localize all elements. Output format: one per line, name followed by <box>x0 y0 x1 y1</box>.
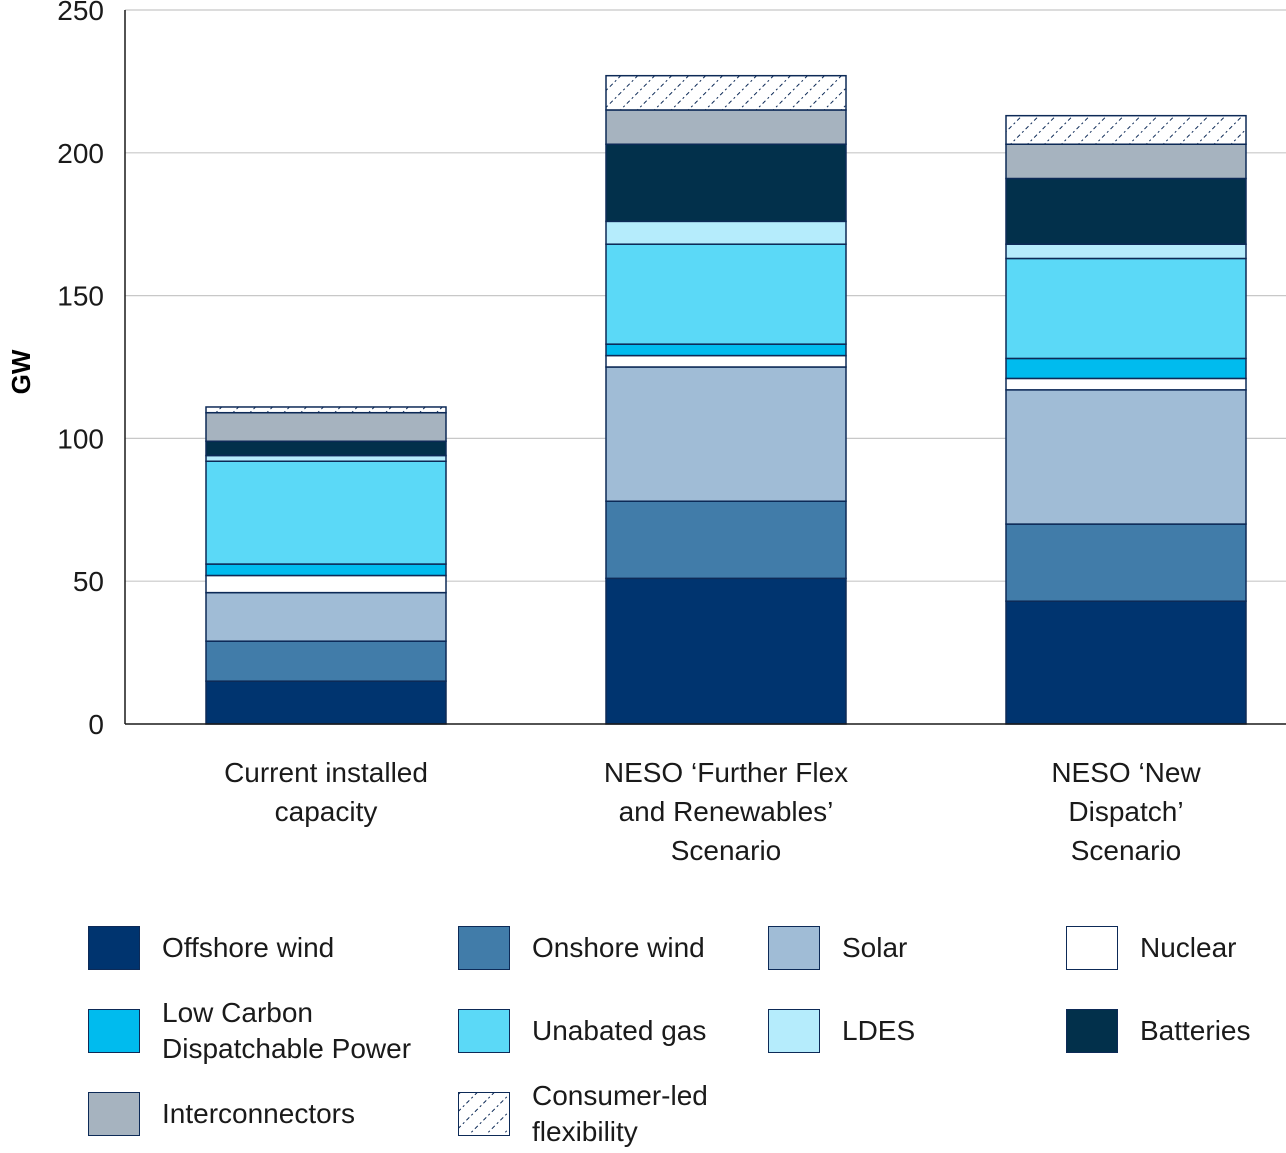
bar-segment <box>605 243 847 345</box>
legend-item: Consumer-led flexibility <box>458 1080 708 1147</box>
legend-swatch <box>768 1009 820 1053</box>
bar-segment <box>1005 177 1247 245</box>
legend-swatch <box>458 1009 510 1053</box>
bar-segment <box>205 411 447 443</box>
y-tick-label: 250 <box>57 0 104 26</box>
legend-label: Solar <box>842 932 908 963</box>
bar-segment <box>605 577 847 725</box>
bar-segment <box>605 220 847 245</box>
bar-segment <box>1005 114 1247 145</box>
bar-segment <box>605 143 847 223</box>
x-category-labels: Current installed capacity NESO ‘Further F… <box>224 757 1201 866</box>
bar-segment <box>605 500 847 580</box>
bar-segment <box>205 591 447 642</box>
bar-segment <box>205 574 447 594</box>
legend-label: Unabated gas <box>532 1015 707 1046</box>
bar-segment <box>205 454 447 462</box>
x-category-label: NESO ‘New Dispatch’ Scenario <box>1051 757 1201 866</box>
bar-segment <box>1005 143 1247 180</box>
y-tick-label: 0 <box>88 709 104 740</box>
stacked-bar-chart: 0 50 100 150 200 250 GW Current installed capa… <box>6 0 1286 866</box>
y-tick-label: 100 <box>57 423 104 454</box>
legend-item: Offshore wind <box>88 926 334 970</box>
bar-segment <box>1005 600 1247 725</box>
legend-swatch <box>1066 1009 1118 1053</box>
bar-segment <box>1005 257 1247 360</box>
legend-item: Low Carbon Dispatchable Power <box>88 997 411 1064</box>
axes <box>124 10 1286 725</box>
bar-segment <box>205 563 447 577</box>
legend-item: LDES <box>768 1009 915 1053</box>
legend-swatch <box>88 1092 140 1136</box>
y-tick-label: 50 <box>73 566 104 597</box>
bars <box>205 74 1247 725</box>
legend-item: Interconnectors <box>88 1092 355 1136</box>
legend-swatch <box>1066 926 1118 970</box>
legend-swatch <box>458 926 510 970</box>
y-tick-label: 150 <box>57 281 104 312</box>
legend-item: Onshore wind <box>458 926 705 970</box>
x-category-label: Current installed capacity <box>224 757 428 827</box>
bar-segment <box>605 343 847 357</box>
bar-segment <box>1005 243 1247 260</box>
bar-segment <box>205 406 447 414</box>
legend-swatch <box>88 1009 140 1053</box>
bar-segment <box>1005 523 1247 602</box>
bar-segment <box>205 640 447 682</box>
legend-label: Consumer-led flexibility <box>532 1080 708 1147</box>
legend-item: Batteries <box>1066 1009 1251 1053</box>
legend-label: Offshore wind <box>162 932 335 963</box>
bar-segment <box>605 354 847 368</box>
legend-item: Solar <box>768 926 907 970</box>
legend-swatch <box>768 926 820 970</box>
legend-item: Nuclear <box>1066 926 1236 970</box>
bar-segment <box>1005 377 1247 391</box>
bar-segment <box>605 366 847 502</box>
y-tick-label: 200 <box>57 138 104 169</box>
legend-item: Unabated gas <box>458 1009 706 1053</box>
legend-swatch <box>458 1092 510 1136</box>
legend-label: Onshore wind <box>532 932 705 963</box>
legend-label: Batteries <box>1140 1015 1251 1046</box>
bar-segment <box>605 74 847 111</box>
bar-segment <box>1005 357 1247 380</box>
bar-segment <box>205 460 447 565</box>
bar-segment <box>605 109 847 145</box>
bar-segment <box>205 680 447 725</box>
y-tick-labels: 0 50 100 150 200 250 <box>57 0 104 740</box>
bar-segment <box>1005 389 1247 525</box>
legend-label: LDES <box>842 1015 916 1046</box>
bar-segment <box>205 440 447 457</box>
y-axis-label: GW <box>6 349 36 394</box>
legend-label: Interconnectors <box>162 1098 355 1129</box>
x-category-label: NESO ‘Further Flex and Renewables’ Scenari… <box>604 757 848 866</box>
legend-label: Nuclear <box>1140 932 1237 963</box>
legend-swatch <box>88 926 140 970</box>
legend-label: Low Carbon Dispatchable Power <box>162 997 412 1064</box>
